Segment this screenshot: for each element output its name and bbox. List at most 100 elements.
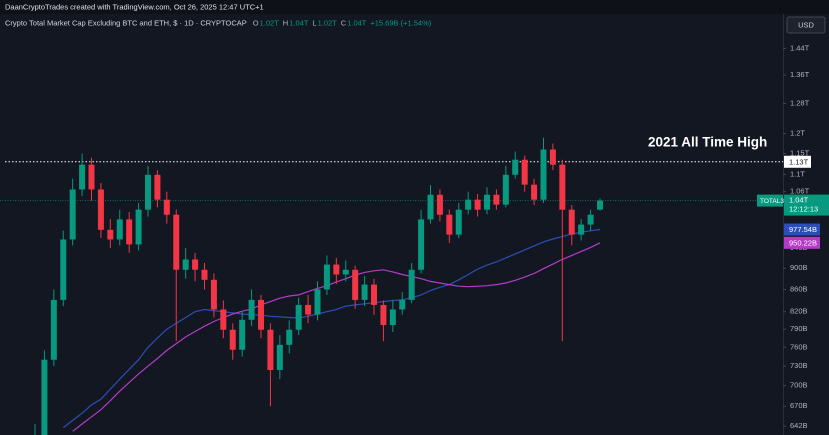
y-tick-label: 700B xyxy=(790,381,808,390)
ohlc-value: 1.02T xyxy=(318,18,338,27)
candle-body xyxy=(559,164,566,210)
candle-body xyxy=(192,259,199,270)
candle-body xyxy=(295,304,302,330)
candle-body xyxy=(79,164,86,190)
plot-area xyxy=(0,137,783,435)
ma-label-box xyxy=(784,236,820,249)
candle-body xyxy=(314,289,321,315)
ma-label: 977.54B xyxy=(789,225,817,234)
candle-body xyxy=(286,329,293,345)
y-tick-label: 1.15T xyxy=(790,149,810,158)
candle-body xyxy=(380,304,387,326)
y-tick-label: 790B xyxy=(790,324,808,333)
candle-body xyxy=(210,279,217,310)
currency: USD xyxy=(798,20,814,29)
ath-label-box xyxy=(784,155,811,168)
candle-body xyxy=(145,174,151,210)
candle-body xyxy=(323,264,330,290)
candle-body xyxy=(578,224,585,235)
candle-body xyxy=(484,194,490,210)
candle-body xyxy=(267,329,274,370)
candle-body xyxy=(389,309,396,326)
price-tag: 1.04T xyxy=(789,196,809,205)
candle-body xyxy=(88,164,95,190)
candle-body xyxy=(201,269,208,280)
candle-body xyxy=(352,269,359,300)
candle-body xyxy=(333,264,340,275)
y-tick-label: 1.28T xyxy=(790,98,810,107)
ohlc-value: 1.04T xyxy=(347,18,367,27)
candle-body xyxy=(163,199,170,215)
ohlc-key: O xyxy=(253,18,259,27)
candle-body xyxy=(408,269,415,300)
y-tick-label: 860B xyxy=(790,284,808,293)
candle-body xyxy=(239,319,246,350)
candle-body xyxy=(512,159,519,175)
ohlc-key: C xyxy=(341,18,347,27)
candle-body xyxy=(60,239,67,300)
symbol-tag: TOTAL3 xyxy=(760,198,784,205)
y-tick-label: 1.44T xyxy=(790,43,810,52)
candle-body xyxy=(371,284,377,305)
y-tick-label: 820B xyxy=(790,307,808,316)
candle-body xyxy=(248,299,255,320)
price-tag-box xyxy=(784,194,829,216)
credit: DaanCryptoTrades created with TradingVie… xyxy=(5,2,264,11)
symbol-tag-box xyxy=(757,194,783,207)
candle-body xyxy=(342,269,349,275)
candle-body xyxy=(597,200,603,210)
y-tick-label: 642B xyxy=(790,421,808,430)
ohlc-key: L xyxy=(312,18,316,27)
credit-bar xyxy=(0,0,829,14)
candle-body xyxy=(220,309,227,330)
y-tick-label: 760B xyxy=(790,342,808,351)
candle-body xyxy=(399,299,406,310)
candle-body xyxy=(549,149,556,165)
candle-body xyxy=(493,194,500,205)
candle-body xyxy=(531,184,538,200)
candle-body xyxy=(446,214,453,235)
currency-box[interactable] xyxy=(786,16,826,34)
candle-body xyxy=(154,174,161,200)
y-tick-label: 670B xyxy=(790,401,808,410)
candle-body xyxy=(116,219,123,240)
ohlc-value: 1.04T xyxy=(289,18,309,27)
ma-label: 950.22B xyxy=(789,238,817,247)
candle-body xyxy=(521,159,528,185)
y-tick-label: 1.36T xyxy=(790,70,810,79)
y-tick-label: 1.1T xyxy=(790,169,805,178)
candle-body xyxy=(465,199,472,210)
candle-body xyxy=(587,214,594,225)
candle-body xyxy=(69,189,76,240)
y-tick-label: 1.06T xyxy=(790,187,810,196)
candle-body xyxy=(436,194,443,215)
ath-annotation: 2021 All Time High xyxy=(648,135,767,150)
symbol: Crypto Total Market Cap Excluding BTC an… xyxy=(5,18,247,27)
y-tick-label: 730B xyxy=(790,361,808,370)
candle-body xyxy=(305,304,312,315)
candle-body xyxy=(229,329,236,350)
candle-body xyxy=(502,174,509,205)
candle-body xyxy=(107,229,114,240)
y-tick-label: 900B xyxy=(790,263,808,272)
ohlc-key: H xyxy=(283,18,288,27)
ath-label: 1.13T xyxy=(789,157,809,166)
moving-average xyxy=(62,228,601,429)
y-tick-label: 1.2T xyxy=(790,129,805,138)
symbol-legend: Crypto Total Market Cap Excluding BTC an… xyxy=(5,18,432,27)
candle-body xyxy=(427,194,434,220)
candle-body xyxy=(258,299,264,330)
ohlc-value: 1.02T xyxy=(260,18,280,27)
candle-body xyxy=(361,284,368,300)
candle-body xyxy=(568,209,575,235)
candle-body xyxy=(97,189,104,230)
candle-body xyxy=(418,219,425,270)
candle-body xyxy=(126,219,133,245)
candle-body xyxy=(135,209,142,245)
candle-body xyxy=(474,199,481,210)
candle-body xyxy=(455,209,462,235)
candle-body xyxy=(540,149,547,200)
